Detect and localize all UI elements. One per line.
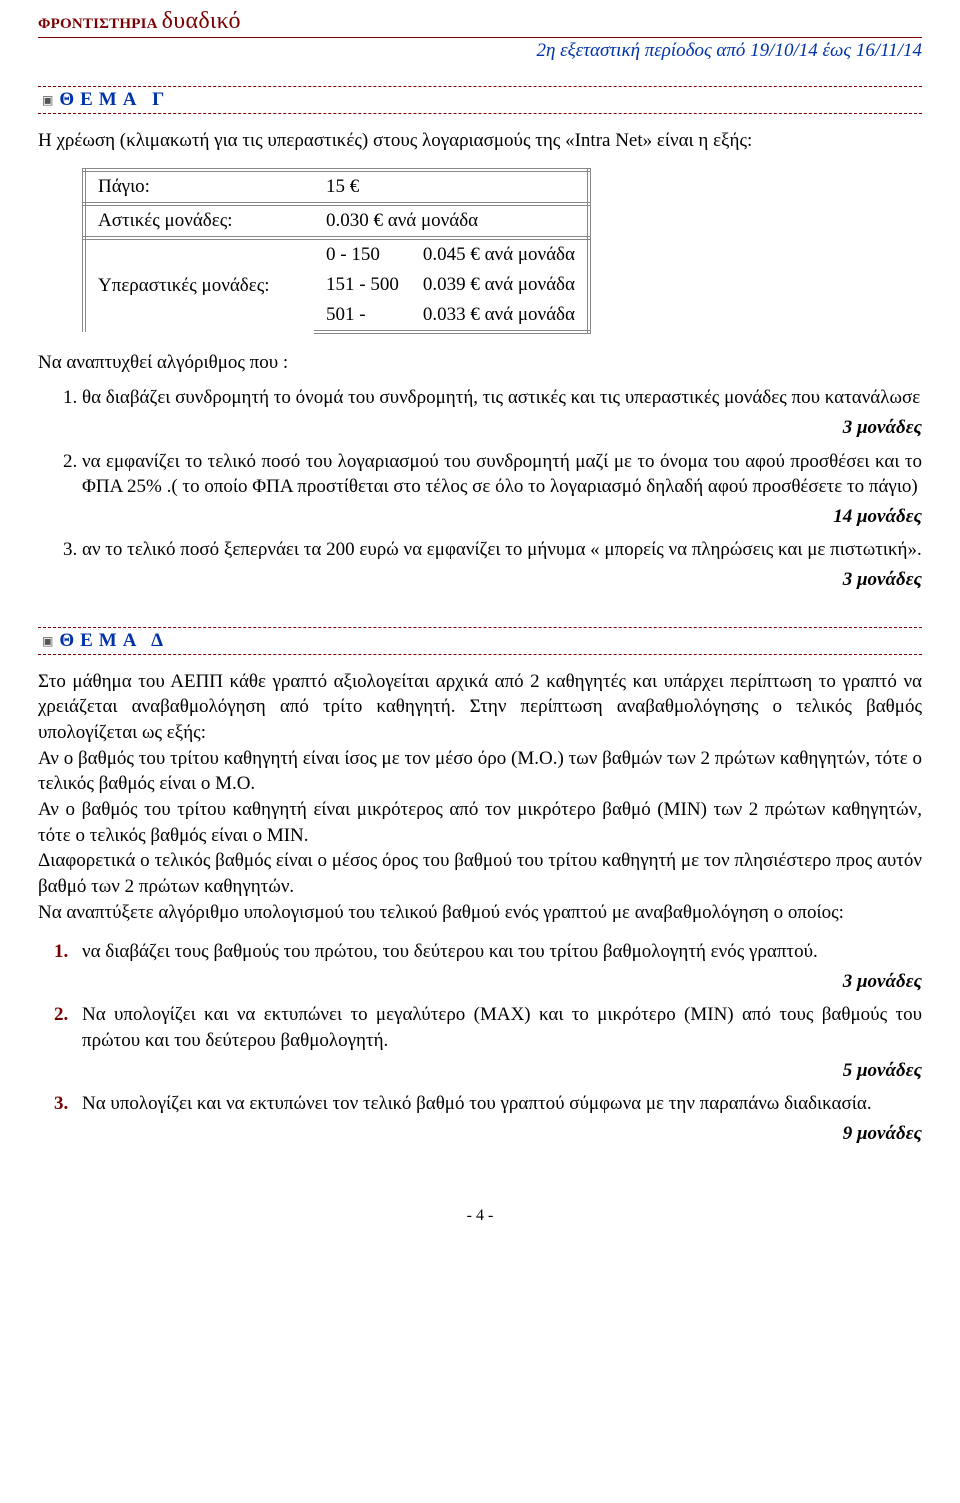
list-item: να διαβάζει τους βαθμούς του πρώτου, του… <box>82 939 922 994</box>
exam-period: 2η εξεταστική περίοδος από 19/10/14 έως … <box>38 40 922 62</box>
doc-header: ΦΡΟΝΤΙΣΤΗΡΙΑ δυαδικό <box>38 8 922 35</box>
list-item: Να υπολογίζει και να εκτυπώνει το μεγαλύ… <box>82 1002 922 1083</box>
page: ΦΡΟΝΤΙΣΤΗΡΙΑ δυαδικό 2η εξεταστική περίο… <box>0 0 960 1265</box>
item-text: θα διαβάζει συνδρομητή το όνομά του συνδ… <box>82 387 920 408</box>
thema-d-body: Στο μάθημα του ΑΕΠΠ κάθε γραπτό αξιολογε… <box>38 669 922 925</box>
section-bullet-icon: ▣ <box>42 94 53 106</box>
item-points: 5 μονάδες <box>82 1058 922 1084</box>
item-text: αν το τελικό ποσό ξεπερνάει τα 200 ευρώ … <box>82 539 922 560</box>
table-row: Υπεραστικές μονάδες: 0 - 150 0.045 € ανά… <box>84 238 589 270</box>
item-points: 9 μονάδες <box>82 1121 922 1147</box>
cell-label: Αστικές μονάδες: <box>84 204 314 238</box>
brand: ΦΡΟΝΤΙΣΤΗΡΙΑ δυαδικό <box>38 8 241 35</box>
cell-value: 0.033 € ανά μονάδα <box>411 300 589 332</box>
table-row: Αστικές μονάδες: 0.030 € ανά μονάδα <box>84 204 589 238</box>
item-points: 3 μονάδες <box>82 567 922 593</box>
header-rule <box>38 37 922 38</box>
brand-small: ΦΡΟΝΤΙΣΤΗΡΙΑ <box>38 16 158 32</box>
section-title-d: ΘΕΜΑ Δ <box>59 630 169 652</box>
cell-value: 15 € <box>314 170 589 204</box>
cell-value: 0.039 € ανά μονάδα <box>411 270 589 300</box>
list-item: αν το τελικό ποσό ξεπερνάει τα 200 ευρώ … <box>82 537 922 592</box>
section-header-d: ▣ ΘΕΜΑ Δ <box>38 627 922 655</box>
pricing-table: Πάγιο: 15 € Αστικές μονάδες: 0.030 € ανά… <box>82 168 591 334</box>
cell-range: 151 - 500 <box>314 270 411 300</box>
item-points: 14 μονάδες <box>82 504 922 530</box>
list-item: να εμφανίζει το τελικό ποσό του λογαριασ… <box>82 449 922 530</box>
section-bullet-icon: ▣ <box>42 635 53 647</box>
item-text: Να υπολογίζει και να εκτυπώνει το μεγαλύ… <box>82 1004 922 1051</box>
thema-c-algo-intro: Να αναπτυχθεί αλγόριθμος που : <box>38 350 922 376</box>
item-text: Να υπολογίζει και να εκτυπώνει τον τελικ… <box>82 1093 872 1114</box>
list-item: θα διαβάζει συνδρομητή το όνομά του συνδ… <box>82 385 922 440</box>
cell-label: Υπεραστικές μονάδες: <box>84 238 314 332</box>
thema-d-list: να διαβάζει τους βαθμούς του πρώτου, του… <box>38 939 922 1146</box>
cell-range: 501 - <box>314 300 411 332</box>
item-text: να διαβάζει τους βαθμούς του πρώτου, του… <box>82 941 818 962</box>
thema-c-list: θα διαβάζει συνδρομητή το όνομά του συνδ… <box>38 385 922 592</box>
table-row: Πάγιο: 15 € <box>84 170 589 204</box>
list-item: Να υπολογίζει και να εκτυπώνει τον τελικ… <box>82 1091 922 1146</box>
section-header-c: ▣ ΘΕΜΑ Γ <box>38 86 922 114</box>
cell-value: 0.030 € ανά μονάδα <box>314 204 589 238</box>
item-points: 3 μονάδες <box>82 415 922 441</box>
item-text: να εμφανίζει το τελικό ποσό του λογαριασ… <box>82 451 922 498</box>
section-title-c: ΘΕΜΑ Γ <box>59 89 170 111</box>
page-number: - 4 - <box>38 1207 922 1225</box>
thema-c-intro: Η χρέωση (κλιμακωτή για τις υπεραστικές)… <box>38 128 922 154</box>
cell-range: 0 - 150 <box>314 238 411 270</box>
brand-large: δυαδικό <box>162 8 241 34</box>
cell-label: Πάγιο: <box>84 170 314 204</box>
item-points: 3 μονάδες <box>82 969 922 995</box>
cell-value: 0.045 € ανά μονάδα <box>411 238 589 270</box>
